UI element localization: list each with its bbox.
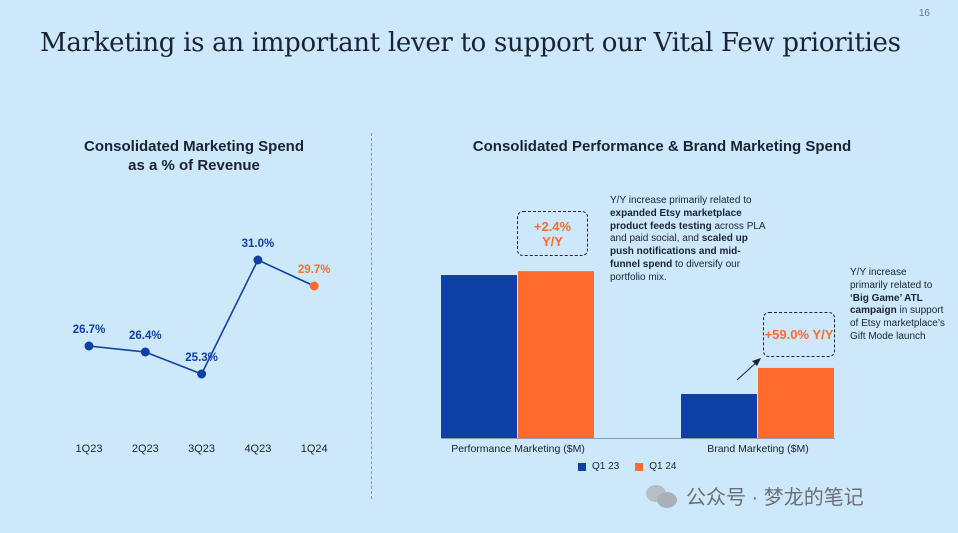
brand-callout-arrow-head: [752, 358, 761, 366]
line-chart-title-line2: as a % of Revenue: [128, 157, 260, 174]
line-chart-title: Consolidated Marketing Spend as a % of R…: [44, 137, 344, 175]
legend-label-q1-24: Q1 24: [649, 461, 677, 472]
bar-chart-legend: Q1 23 Q1 24: [578, 461, 677, 472]
perf-ann-bold-2: scaled up push notifications and mid-fun…: [610, 233, 748, 270]
perf-callout-line2: Y/Y: [542, 233, 563, 249]
line-x-tick-1q23: 1Q23: [76, 443, 103, 455]
line-point-4q23: [253, 255, 263, 265]
bar-performance-q1-23: [441, 275, 517, 438]
bar-brand-q1-24: [758, 367, 834, 438]
line-x-tick-1q24: 1Q24: [301, 443, 328, 455]
line-data-label-1q23: 26.7%: [73, 324, 106, 336]
line-data-label-3q23: 25.3%: [185, 352, 218, 364]
legend-swatch-blue: [578, 462, 586, 471]
perf-ann-bold-1: expanded Etsy marketplace product feeds …: [610, 207, 742, 232]
brand-ann-text-2: in support of Etsy marketplace’s Gift Mo…: [850, 305, 945, 342]
bar-brand-q1-23: [681, 394, 757, 438]
wechat-icon: [646, 483, 678, 509]
legend-label-q1-23: Q1 23: [592, 461, 620, 472]
brand-ann-text-1: Y/Y increase primarily related to: [850, 267, 933, 291]
line-x-tick-4q23: 4Q23: [244, 443, 271, 455]
line-x-tick-3q23: 3Q23: [188, 443, 215, 455]
bar-category-label-performance: Performance Marketing ($M): [451, 443, 585, 455]
legend-item-q1-24: Q1 24: [635, 461, 677, 472]
page-number: 16: [918, 8, 930, 19]
line-data-label-2q23: 26.4%: [129, 330, 162, 342]
brand-annotation: Y/Y increase primarily related to ‘Big G…: [850, 267, 945, 344]
brand-ann-bold-1: ‘Big Game’ ATL campaign: [850, 292, 923, 317]
brand-yoy-callout: +59.0% Y/Y: [763, 312, 835, 357]
line-data-label-4q23: 31.0%: [242, 238, 275, 250]
bar-performance-q1-24: [518, 271, 594, 438]
line-chart-title-line1: Consolidated Marketing Spend: [83, 138, 305, 155]
line-point-1q24: [309, 281, 319, 291]
line-point-1q23: [84, 341, 94, 351]
perf-ann-text-3: to diversify our portfolio mix.: [610, 258, 741, 283]
line-data-label-1q24: 29.7%: [298, 264, 331, 276]
legend-swatch-orange: [635, 462, 644, 471]
bar-category-label-brand: Brand Marketing ($M): [707, 443, 809, 455]
panel-divider: [371, 133, 372, 499]
line-x-tick-2q23: 2Q23: [132, 443, 159, 455]
bar-chart-title: Consolidated Performance & Brand Marketi…: [472, 138, 852, 155]
perf-ann-text-1: Y/Y increase primarily related to: [610, 195, 752, 206]
line-point-3q23: [197, 369, 207, 379]
watermark: 公众号 · 梦龙的笔记: [646, 481, 864, 510]
line-point-2q23: [140, 347, 150, 357]
watermark-text: 公众号 · 梦龙的笔记: [686, 487, 864, 509]
perf-callout-line1: +2.4%: [533, 218, 572, 234]
legend-item-q1-23: Q1 23: [578, 461, 619, 472]
performance-yoy-callout: +2.4% Y/Y: [517, 211, 588, 256]
slide-title: Marketing is an important lever to suppo…: [40, 28, 901, 58]
perf-ann-text-2: across PLA and paid social, and: [610, 220, 766, 245]
brand-callout-arrow-line: [736, 360, 759, 381]
performance-annotation: Y/Y increase primarily related to expand…: [610, 195, 770, 285]
